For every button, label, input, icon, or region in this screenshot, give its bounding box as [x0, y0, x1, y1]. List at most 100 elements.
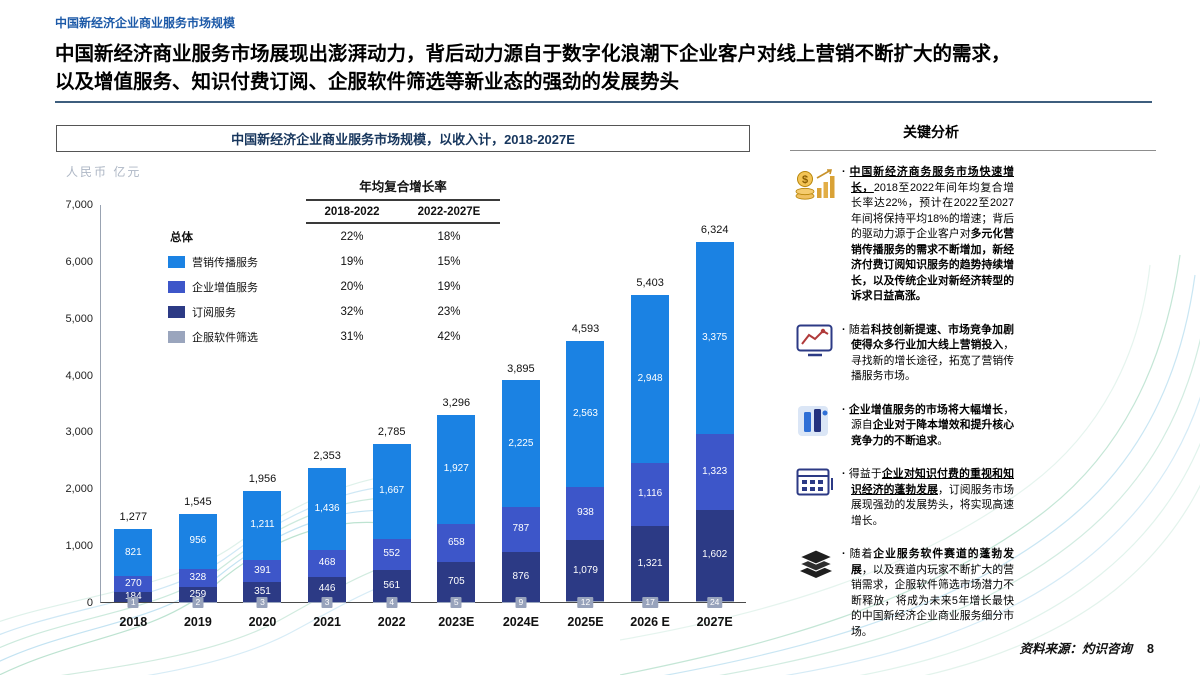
segment-subscription-services: 705 [437, 561, 476, 602]
analysis-list: $ · 中国新经济商务服务市场快速增长，2018至2022年间年均复合增长率达22… [790, 165, 1156, 640]
bar-group-2027E: 24 3,375 1,323 1,602 6,324 2027E [682, 205, 747, 629]
spacer [168, 201, 306, 224]
bar-group-2024E: 9 2,225 787 876 3,895 2024E [489, 205, 554, 629]
text-run: 。 [937, 434, 949, 447]
bullet-marker: · [842, 468, 849, 480]
cagr-value-subscription-services: 23% [437, 305, 461, 318]
text-run: ，订阅服务市场展现强劲的发展势头，将实现高速增长。 [851, 483, 1015, 527]
legend-label: 订阅服务 [192, 306, 236, 319]
analysis-text: · 中国新经济商务服务市场快速增长，2018至2022年间年均复合增长率达22%… [842, 165, 1014, 305]
segment-value-added-services: 787 [501, 506, 540, 552]
subscription-grid-icon [790, 467, 842, 500]
x-axis-label: 2024E [502, 615, 539, 629]
legend-swatch-software-selection [168, 330, 185, 343]
analysis-item: · 得益于企业对知识付费的重视和知识经济的蓬勃发展，订阅服务市场展现强劲的发展势… [790, 467, 1156, 529]
segment-value-added-services: 270 [114, 576, 153, 592]
segment-marketing-communication-services: 2,563 [566, 340, 605, 487]
total-label: 6,324 [700, 224, 729, 237]
headline: 中国新经济商业服务市场展现出澎湃动力，背后动力源自于数字化浪潮下企业客户对线上营… [55, 40, 1160, 97]
segment-marketing-communication-services: 1,436 [308, 468, 347, 550]
segment-marketing-communication-services: 956 [178, 514, 217, 569]
text-run: ，寻找新的增长途径，拓宽了营销传播服务市场。 [851, 339, 1014, 382]
cagr-value-software-selection: 31% [340, 330, 364, 343]
analysis-text: · 随着企业服务软件赛道的蓬勃发展，以及赛道内玩家不断扩大的营销需求，企服软件筛… [842, 547, 1014, 640]
segment-value-added-services: 1,323 [695, 434, 734, 510]
headline-line-2: 以及增值服务、知识付费订阅、企服软件筛选等新业态的强劲的发展势头 [55, 71, 680, 94]
y-axis-tick: 6,000 [65, 255, 93, 268]
bar-group-2023E: 5 1,927 658 705 3,296 2023E [424, 205, 489, 629]
total-label: 2,353 [313, 450, 341, 463]
bar-stack: 1,667 552 561 [372, 443, 411, 602]
bar-stack: 821270184 [114, 529, 153, 602]
y-axis-tick: 7,000 [65, 199, 93, 211]
cagr-title: 年均复合增长率 [306, 176, 500, 201]
text-run: 2018至2022年间年均复合增长率达22%，预计在2022至2027年间将保持… [851, 181, 1015, 241]
total-label: 2,785 [377, 425, 406, 438]
x-axis-label: 2025E [567, 615, 604, 629]
analysis-item: · 随着科技创新提速、市场竞争加剧使得众多行业加大线上营销投入，寻找新的增长途径… [790, 323, 1156, 385]
segment-marketing-communication-services: 1,211 [243, 490, 282, 560]
bar-stack: 3,375 1,323 1,602 [695, 242, 734, 602]
bullet-marker: · [842, 548, 850, 560]
segment-badge-software-selection: 24 [706, 597, 723, 608]
legend-item-software-selection: 企服软件筛选 [168, 324, 306, 349]
text-run: 随着 [848, 323, 871, 336]
y-axis-tick: 0 [86, 597, 93, 609]
legend-label: 营销传播服务 [192, 256, 258, 269]
bar-group-2025E: 12 2,563 938 1,079 4,593 2025E [553, 205, 618, 629]
segment-subscription-services: 876 [501, 551, 540, 602]
text-run: 随着 [849, 548, 874, 560]
text-run: 科技创新提速、市场竞争加剧使得众多行业加大线上营销投入 [851, 323, 1014, 352]
cagr-value-total: 22% [340, 230, 364, 243]
headline-line-1: 中国新经济商业服务市场展现出澎湃动力，背后动力源自于数字化浪潮下企业客户对线上营… [55, 43, 1011, 65]
cagr-value-value-added-services: 19% [437, 280, 461, 293]
legend-item-value-added-services: 企业增值服务 [168, 274, 306, 299]
bar-stack: 2,948 1,116 1,321 [631, 294, 670, 602]
segment-marketing-communication-services: 821 [114, 529, 153, 577]
analysis-text: · 得益于企业对知识付费的重视和知识经济的蓬勃发展，订阅服务市场展现强劲的发展势… [842, 467, 1014, 529]
text-run: 企业对于降本增效和提升核心竞争力的不断追求 [851, 419, 1015, 447]
segment-value-added-services: 552 [372, 538, 411, 570]
legend-item-subscription-services: 订阅服务 [168, 299, 306, 324]
text-run: 企业对知识付费的重视和知识经济的蓬勃发展 [851, 468, 1014, 496]
chart-title: 中国新经济企业商业服务市场规模，以收入计，2018-2027E [56, 125, 750, 152]
cagr-value-marketing-communication-services: 19% [340, 255, 364, 268]
analysis-item: · 随着企业服务软件赛道的蓬勃发展，以及赛道内玩家不断扩大的营销需求，企服软件筛… [790, 547, 1156, 640]
layers-icon [790, 547, 842, 584]
segment-marketing-communication-services: 1,927 [437, 414, 476, 525]
y-axis-tick: 1,000 [65, 540, 93, 553]
bullet-marker: · [842, 323, 849, 336]
segment-badge-software-selection: 5 [450, 597, 462, 608]
cagr-column-header: 2018-2022 [306, 201, 398, 224]
footer: 资料来源：灼识咨询 8 [1020, 638, 1154, 657]
coin-growth-icon: $ [790, 165, 842, 202]
segment-badge-software-selection: 1 [127, 597, 139, 608]
axis-unit-label: 人民币 亿元 [66, 165, 142, 179]
segment-marketing-communication-services: 1,667 [372, 443, 411, 539]
segment-marketing-communication-services: 2,948 [631, 294, 670, 463]
segment-badge-software-selection: 3 [321, 597, 333, 608]
legend-label: 总体 [170, 231, 193, 244]
panel-title: 关键分析 [903, 124, 959, 140]
legend-item-total: 总体 [168, 224, 306, 249]
text-run: ，源自 [851, 403, 1014, 432]
segment-marketing-communication-services: 3,375 [695, 242, 734, 435]
segment-subscription-services: 1,602 [695, 509, 734, 601]
cagr-value-total: 18% [437, 230, 461, 243]
bar-stack: 1,436 468 446 [308, 468, 347, 602]
text-run: 得益于 [848, 468, 882, 480]
text-run: 企业服务软件赛道的蓬勃发展 [851, 548, 1015, 576]
text-run: 企业增值服务的市场将大幅增长 [848, 403, 1004, 416]
text-run: ，以及赛道内玩家不断扩大的营销需求，企服软件筛选市场潜力不断释放，将成为未来5年… [851, 563, 1015, 638]
segment-value-added-services: 938 [566, 486, 605, 540]
segment-marketing-communication-services: 2,225 [501, 380, 540, 507]
segment-badge-software-selection: 2 [192, 597, 204, 608]
total-label: 5,403 [636, 276, 664, 289]
text-run: 多元化营销传播服务的需求不断增加，新经济付费订阅知识服务的趋势持续增长，以及传统… [851, 228, 1015, 302]
y-axis-tick: 5,000 [65, 312, 93, 325]
total-label: 4,593 [571, 322, 600, 335]
x-axis-label: 2027E [696, 615, 733, 629]
segment-badge-software-selection: 12 [577, 597, 594, 608]
x-axis-label: 2023E [438, 615, 475, 629]
